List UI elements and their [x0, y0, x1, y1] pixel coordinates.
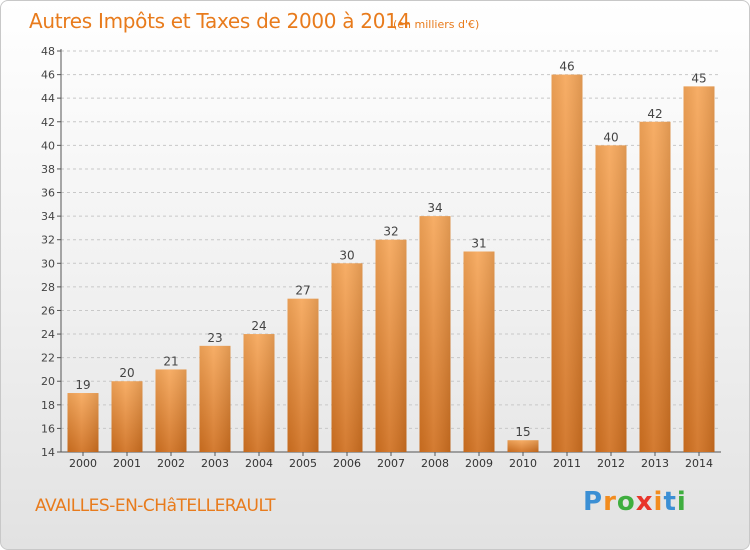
data-label: 40 — [603, 130, 618, 144]
bar-shading — [155, 369, 187, 452]
bar-shading — [507, 440, 539, 452]
data-label: 46 — [559, 60, 574, 74]
bar-shading — [419, 216, 451, 452]
y-tick-label: 42 — [41, 116, 55, 129]
y-tick-label: 14 — [41, 446, 55, 459]
y-tick-label: 16 — [41, 422, 55, 435]
brand-letter: r — [603, 487, 617, 517]
bar-shading — [243, 334, 275, 452]
data-label: 20 — [119, 366, 134, 380]
bar-shading — [111, 381, 143, 452]
y-tick-labels: 14 16 18 20 22 24 26 28 30 32 34 36 38 40 42 44 46 48 — [41, 45, 55, 459]
data-label: 15 — [515, 425, 530, 439]
brand-letter: i — [676, 487, 687, 517]
x-tick-label: 2004 — [245, 457, 273, 470]
x-tick-label: 2007 — [377, 457, 405, 470]
city-name: AVAILLES-EN-CHâTELLERAULT — [35, 496, 276, 516]
brand-letter: o — [616, 487, 636, 517]
x-tick-labels: 2000 2001 2002 2003 2004 2005 2006 2007 2008 2009… — [69, 452, 713, 470]
y-tick-label: 24 — [41, 328, 55, 341]
data-labels: 19 20 21 23 24 27 30 32 34 31 15 46 40 42 45 — [75, 60, 706, 440]
data-label: 42 — [647, 107, 662, 121]
data-label: 30 — [339, 248, 354, 262]
x-tick-label: 2012 — [597, 457, 625, 470]
data-label: 21 — [163, 354, 178, 368]
data-label: 31 — [471, 237, 486, 251]
data-label: 24 — [251, 319, 266, 333]
x-tick-label: 2011 — [553, 457, 581, 470]
x-tick-label: 2009 — [465, 457, 493, 470]
x-tick-label: 2005 — [289, 457, 317, 470]
y-tick-label: 38 — [41, 163, 55, 176]
bar-shading — [595, 145, 627, 452]
x-tick-label: 2010 — [509, 457, 537, 470]
data-label: 34 — [427, 201, 442, 215]
x-tick-label: 2001 — [113, 457, 141, 470]
data-label: 27 — [295, 284, 310, 298]
bars — [67, 74, 715, 453]
y-tick-label: 48 — [41, 45, 55, 58]
x-tick-label: 2002 — [157, 457, 185, 470]
y-tick-label: 36 — [41, 187, 55, 200]
bar-shading — [683, 86, 715, 452]
x-tick-label: 2000 — [69, 457, 97, 470]
data-label: 32 — [383, 225, 398, 239]
x-tick-label: 2014 — [685, 457, 713, 470]
y-tick-label: 34 — [41, 210, 55, 223]
brand-letter: x — [635, 487, 654, 517]
bar-shading — [463, 251, 495, 452]
bar-shading — [551, 74, 583, 453]
brand-letter: i — [653, 487, 664, 517]
y-tick-label: 46 — [41, 69, 55, 82]
y-tick-label: 20 — [41, 375, 55, 388]
y-tick-label: 22 — [41, 352, 55, 365]
y-tick-label: 32 — [41, 234, 55, 247]
bar-shading — [331, 263, 363, 452]
y-tick-label: 18 — [41, 399, 55, 412]
x-tick-label: 2006 — [333, 457, 361, 470]
y-tick-label: 30 — [41, 257, 55, 270]
bar-shading — [375, 239, 407, 452]
data-label: 23 — [207, 331, 222, 345]
data-label: 45 — [691, 71, 706, 85]
y-tick-label: 26 — [41, 304, 55, 317]
bar-shading — [639, 121, 671, 452]
bar-shading — [199, 345, 231, 452]
x-tick-label: 2008 — [421, 457, 449, 470]
data-label: 19 — [75, 378, 90, 392]
y-tick-label: 28 — [41, 281, 55, 294]
y-tick-label: 40 — [41, 139, 55, 152]
brand-letter: P — [583, 487, 604, 517]
chart-subtitle: (en milliers d'€) — [393, 18, 480, 31]
y-tick-label: 44 — [41, 92, 55, 105]
bar-shading — [287, 298, 319, 452]
x-tick-label: 2013 — [641, 457, 669, 470]
bar-shading — [67, 393, 99, 452]
chart-title: Autres Impôts et Taxes de 2000 à 2014 — [29, 9, 410, 33]
brand-logo: Proxiti — [583, 487, 687, 517]
x-tick-label: 2003 — [201, 457, 229, 470]
brand-letter: t — [663, 487, 677, 517]
